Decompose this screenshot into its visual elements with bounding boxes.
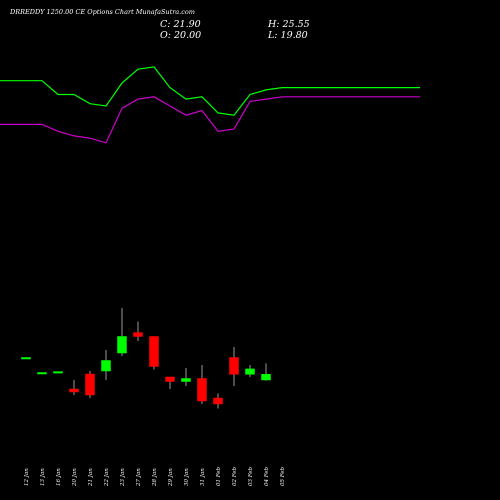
candle-body [53, 371, 63, 374]
high-value: H: 25.55 [268, 19, 310, 30]
upper-band-line [0, 66, 420, 116]
x-tick-label: 27 Jan [136, 468, 142, 487]
candle-body [37, 372, 47, 375]
candle-body [261, 374, 271, 381]
x-tick-label: 31 Jan [200, 468, 206, 486]
x-tick-label: 01 Feb [216, 466, 222, 486]
x-tick-label: 02 Feb [232, 466, 238, 486]
lower-band-line [0, 96, 420, 144]
candle-body [133, 332, 143, 337]
candle-body [21, 357, 31, 360]
open-value: O: 20.00 [160, 30, 202, 41]
x-tick-label: 03 Feb [248, 466, 254, 486]
x-tick-label: 21 Jan [88, 468, 94, 487]
x-tick-label: 22 Jan [104, 468, 110, 487]
chart-title: DRREDDY 1250.00 CE Options Chart MunafaS… [10, 8, 195, 16]
x-tick-label: 04 Feb [264, 466, 270, 486]
candle-body [69, 388, 79, 393]
candle-body [165, 376, 175, 382]
candle-body [213, 397, 223, 405]
candle-body [149, 336, 159, 367]
candles [21, 308, 271, 409]
close-value: C: 21.90 [160, 19, 201, 30]
x-tick-label: 29 Jan [168, 468, 174, 487]
candle-body [181, 378, 191, 382]
x-tick-label: 05 Feb [280, 466, 286, 486]
x-tick-label: 13 Jan [40, 468, 46, 486]
candle-body [229, 357, 239, 375]
x-tick-label: 23 Jan [120, 468, 126, 487]
candle-body [85, 373, 95, 396]
x-tick-label: 16 Jan [56, 468, 62, 486]
x-tick-label: 12 Jan [24, 468, 30, 486]
x-tick-label: 28 Jan [152, 468, 158, 487]
candle-body [101, 360, 111, 372]
candle-body [245, 368, 255, 375]
x-axis-ticks: 12 Jan 13 Jan 16 Jan 20 Jan 21 Jan 22 Jan 23 J… [24, 466, 286, 487]
candle-body [197, 378, 207, 402]
low-value: L: 19.80 [268, 30, 308, 41]
x-tick-label: 30 Jan [184, 468, 190, 486]
x-tick-label: 20 Jan [72, 468, 78, 487]
band-lines [0, 66, 420, 144]
candle-body [117, 336, 127, 354]
